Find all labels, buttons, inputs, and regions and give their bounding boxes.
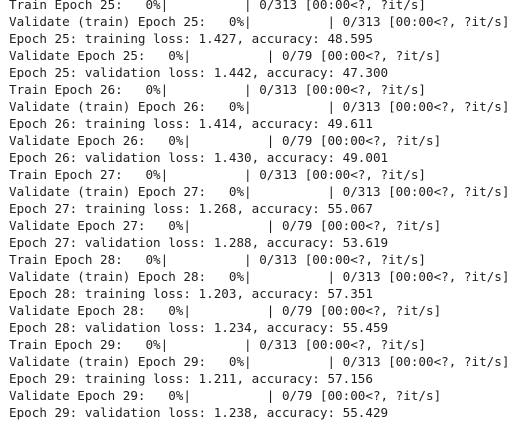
log-line: Validate Epoch 28: 0%| | 0/79 [00:00<?, … [9,303,442,318]
log-line: Epoch 29: training loss: 1.211, accuracy… [9,371,373,386]
log-line: Epoch 28: training loss: 1.203, accuracy… [9,286,373,301]
log-line: Validate (train) Epoch 29: 0%| | 0/313 [… [9,354,510,369]
log-line: Validate Epoch 25: 0%| | 0/79 [00:00<?, … [9,48,442,63]
log-line: Epoch 27: training loss: 1.268, accuracy… [9,201,373,216]
log-lines: Train Epoch 25: 0%| | 0/313 [00:00<?, ?i… [9,0,509,421]
log-line: Train Epoch 28: 0%| | 0/313 [00:00<?, ?i… [9,252,427,267]
log-line: Epoch 27: validation loss: 1.288, accura… [9,235,389,250]
log-line: Train Epoch 26: 0%| | 0/313 [00:00<?, ?i… [9,82,427,97]
log-line: Validate Epoch 29: 0%| | 0/79 [00:00<?, … [9,388,442,403]
log-line: Validate Epoch 27: 0%| | 0/79 [00:00<?, … [9,218,442,233]
log-line: Train Epoch 29: 0%| | 0/313 [00:00<?, ?i… [9,337,427,352]
log-line: Validate (train) Epoch 25: 0%| | 0/313 [… [9,14,510,29]
log-line: Validate (train) Epoch 26: 0%| | 0/313 [… [9,99,510,114]
log-line: Epoch 26: training loss: 1.414, accuracy… [9,116,373,131]
log-line: Train Epoch 27: 0%| | 0/313 [00:00<?, ?i… [9,167,427,182]
log-line: Epoch 26: validation loss: 1.430, accura… [9,150,389,165]
log-line: Epoch 25: validation loss: 1.442, accura… [9,65,389,80]
log-line: Validate (train) Epoch 27: 0%| | 0/313 [… [9,184,510,199]
log-line: Train Epoch 25: 0%| | 0/313 [00:00<?, ?i… [9,0,427,12]
log-line: Epoch 29: validation loss: 1.238, accura… [9,405,389,420]
log-line: Epoch 25: training loss: 1.427, accuracy… [9,31,373,46]
log-line: Epoch 28: validation loss: 1.234, accura… [9,320,389,335]
log-line: Validate Epoch 26: 0%| | 0/79 [00:00<?, … [9,133,442,148]
log-line: Validate (train) Epoch 28: 0%| | 0/313 [… [9,269,510,284]
